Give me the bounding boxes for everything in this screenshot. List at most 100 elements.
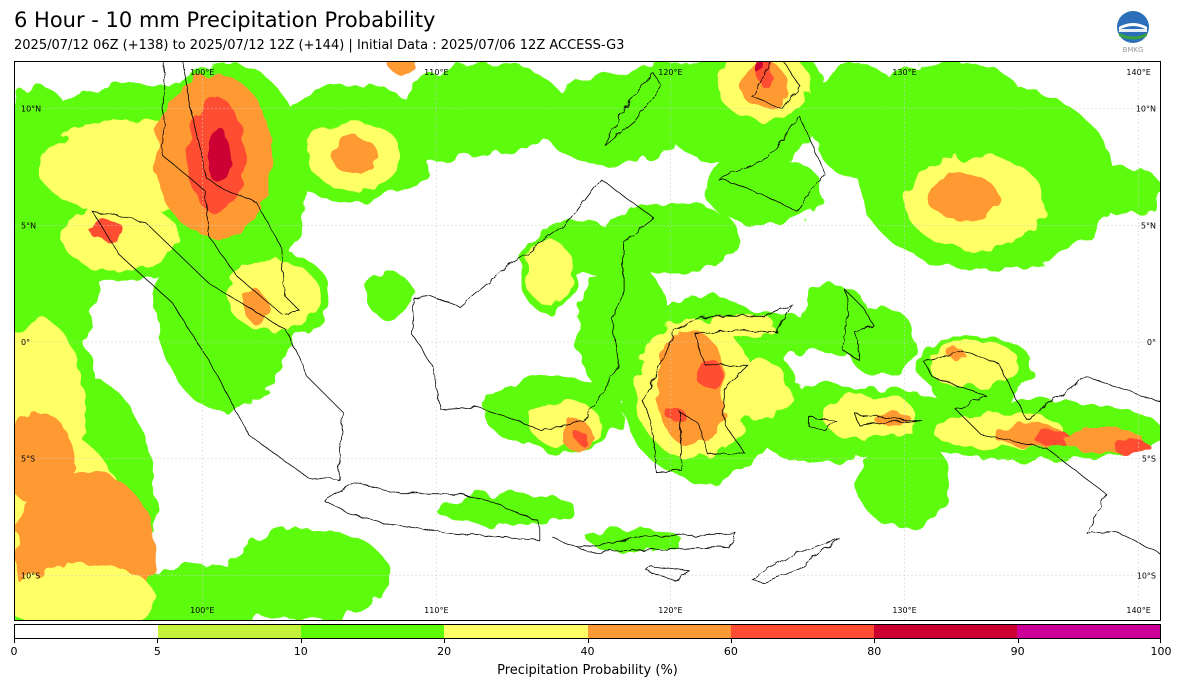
colorbar-segment — [444, 625, 588, 638]
map-canvas: 100°E 100°E 110°E 110°E 120°E 120°E 130°E 130°E… — [15, 62, 1160, 620]
lat-label: 5°S — [1142, 455, 1156, 464]
lat-label: 10°S — [21, 571, 40, 580]
lon-label: 140°E — [1126, 606, 1150, 615]
colorbar-tick — [730, 639, 732, 643]
colorbar-segment — [730, 625, 874, 638]
precip-cell — [225, 528, 390, 620]
lon-label: 100°E — [190, 68, 214, 77]
coastline-sulawesi — [641, 303, 794, 474]
colorbar-segment — [15, 625, 159, 638]
colorbar-tick — [14, 639, 15, 643]
lat-label: 5°N — [1141, 221, 1156, 230]
precip-cell — [366, 272, 413, 319]
svg-text:BMKG: BMKG — [1123, 46, 1144, 54]
precip-cell — [1033, 430, 1071, 445]
precip-cell — [387, 62, 416, 74]
precip-cell — [822, 393, 917, 441]
precip-cell — [927, 174, 999, 221]
coastline-timor — [751, 537, 840, 583]
precip-cell — [705, 155, 823, 226]
colorbar-segment — [1016, 625, 1160, 638]
colorbar-segment — [873, 625, 1017, 638]
precip-cell — [600, 202, 741, 272]
precip-cell — [874, 412, 912, 426]
colorbar-tick — [300, 639, 302, 643]
precip-cell — [665, 407, 685, 422]
lon-label: 120°E — [658, 68, 682, 77]
lon-label: 140°E — [1126, 68, 1150, 77]
lon-label: 120°E — [658, 606, 682, 615]
graticule: 100°E 100°E 110°E 110°E 120°E 120°E 130°E 130°E… — [15, 62, 1160, 620]
colorbar-tick-label: 10 — [293, 645, 308, 658]
colorbar-segment — [301, 625, 445, 638]
colorbar-tick — [1017, 639, 1019, 643]
colorbar-tick-label: 0 — [10, 645, 18, 658]
precip-cell — [846, 307, 917, 377]
precip-cell — [576, 430, 587, 445]
lon-label: 110°E — [424, 606, 448, 615]
precip-cell — [881, 62, 1022, 132]
precip-cell — [89, 218, 123, 242]
coastline-halmahera — [840, 289, 875, 362]
precip-cell — [946, 349, 966, 359]
precipitation-field — [15, 62, 1160, 620]
colorbar-tick-label: 90 — [1010, 645, 1025, 658]
coastline-buru — [808, 416, 838, 432]
map-title: 6 Hour - 10 mm Precipitation Probability — [14, 8, 436, 32]
precip-cell — [331, 136, 378, 174]
lon-label: 130°E — [892, 68, 916, 77]
colorbar-tick-label: 20 — [437, 645, 452, 658]
coastline-java — [323, 481, 540, 541]
coastline-luzon-palawan — [604, 73, 662, 147]
colorbar-tick-label: 80 — [867, 645, 882, 658]
precip-cell — [525, 239, 573, 305]
lat-label: 5°S — [21, 455, 35, 464]
colorbar-tick-label: 100 — [1150, 645, 1172, 658]
coastline-philippines-central — [751, 62, 800, 110]
bmkg-logo-icon: BMKG — [1117, 11, 1149, 54]
precip-cell — [588, 528, 683, 552]
colorbar-tick — [444, 639, 446, 643]
lat-label: 10°N — [1136, 105, 1156, 114]
coastline-nusa-tenggara — [553, 532, 737, 553]
colorbar-tick-label: 5 — [153, 645, 161, 658]
colorbar-tick — [1160, 639, 1161, 643]
coastline-borneo — [412, 178, 655, 432]
lat-label: 5°N — [21, 221, 36, 230]
precip-cell — [61, 202, 179, 272]
precip-cell — [754, 62, 765, 74]
colorbar-tick — [874, 639, 876, 643]
lon-label: 100°E — [190, 606, 214, 615]
colorbar — [14, 624, 1161, 639]
coastline-sumatra — [91, 210, 344, 481]
precip-cell — [705, 314, 776, 338]
precip-cell — [1091, 167, 1160, 214]
map-subtitle: 2025/07/12 06Z (+138) to 2025/07/12 12Z … — [14, 38, 625, 53]
precip-cell — [1112, 440, 1151, 454]
lon-label: 110°E — [424, 68, 448, 77]
coastline-sumba — [646, 565, 691, 581]
precip-cell — [693, 358, 722, 387]
lat-label: 10°S — [1137, 571, 1156, 580]
precip-cell — [562, 419, 591, 452]
precip-cell — [207, 127, 231, 184]
colorbar-title: Precipitation Probability (%) — [497, 663, 678, 678]
probability-map: 100°E 100°E 110°E 110°E 120°E 120°E 130°E 130°E… — [14, 61, 1161, 621]
lat-label: 0° — [1147, 338, 1156, 347]
precip-cell — [436, 493, 577, 527]
precip-cell — [15, 563, 156, 620]
coastline-new-guinea — [922, 350, 1160, 554]
lat-label: 10°N — [21, 105, 41, 114]
colorbar-tick-label: 40 — [580, 645, 595, 658]
precip-cell — [719, 358, 790, 420]
colorbar-segment — [587, 625, 731, 638]
colorbar-tick-label: 60 — [723, 645, 738, 658]
coastline-mindanao — [717, 114, 826, 212]
colorbar-segment — [158, 625, 302, 638]
colorbar-tick — [587, 639, 589, 643]
precip-cell — [225, 260, 320, 331]
lon-label: 130°E — [892, 606, 916, 615]
coastline-seram — [854, 413, 924, 427]
colorbar-tick — [157, 639, 159, 643]
precip-cell — [656, 330, 727, 448]
